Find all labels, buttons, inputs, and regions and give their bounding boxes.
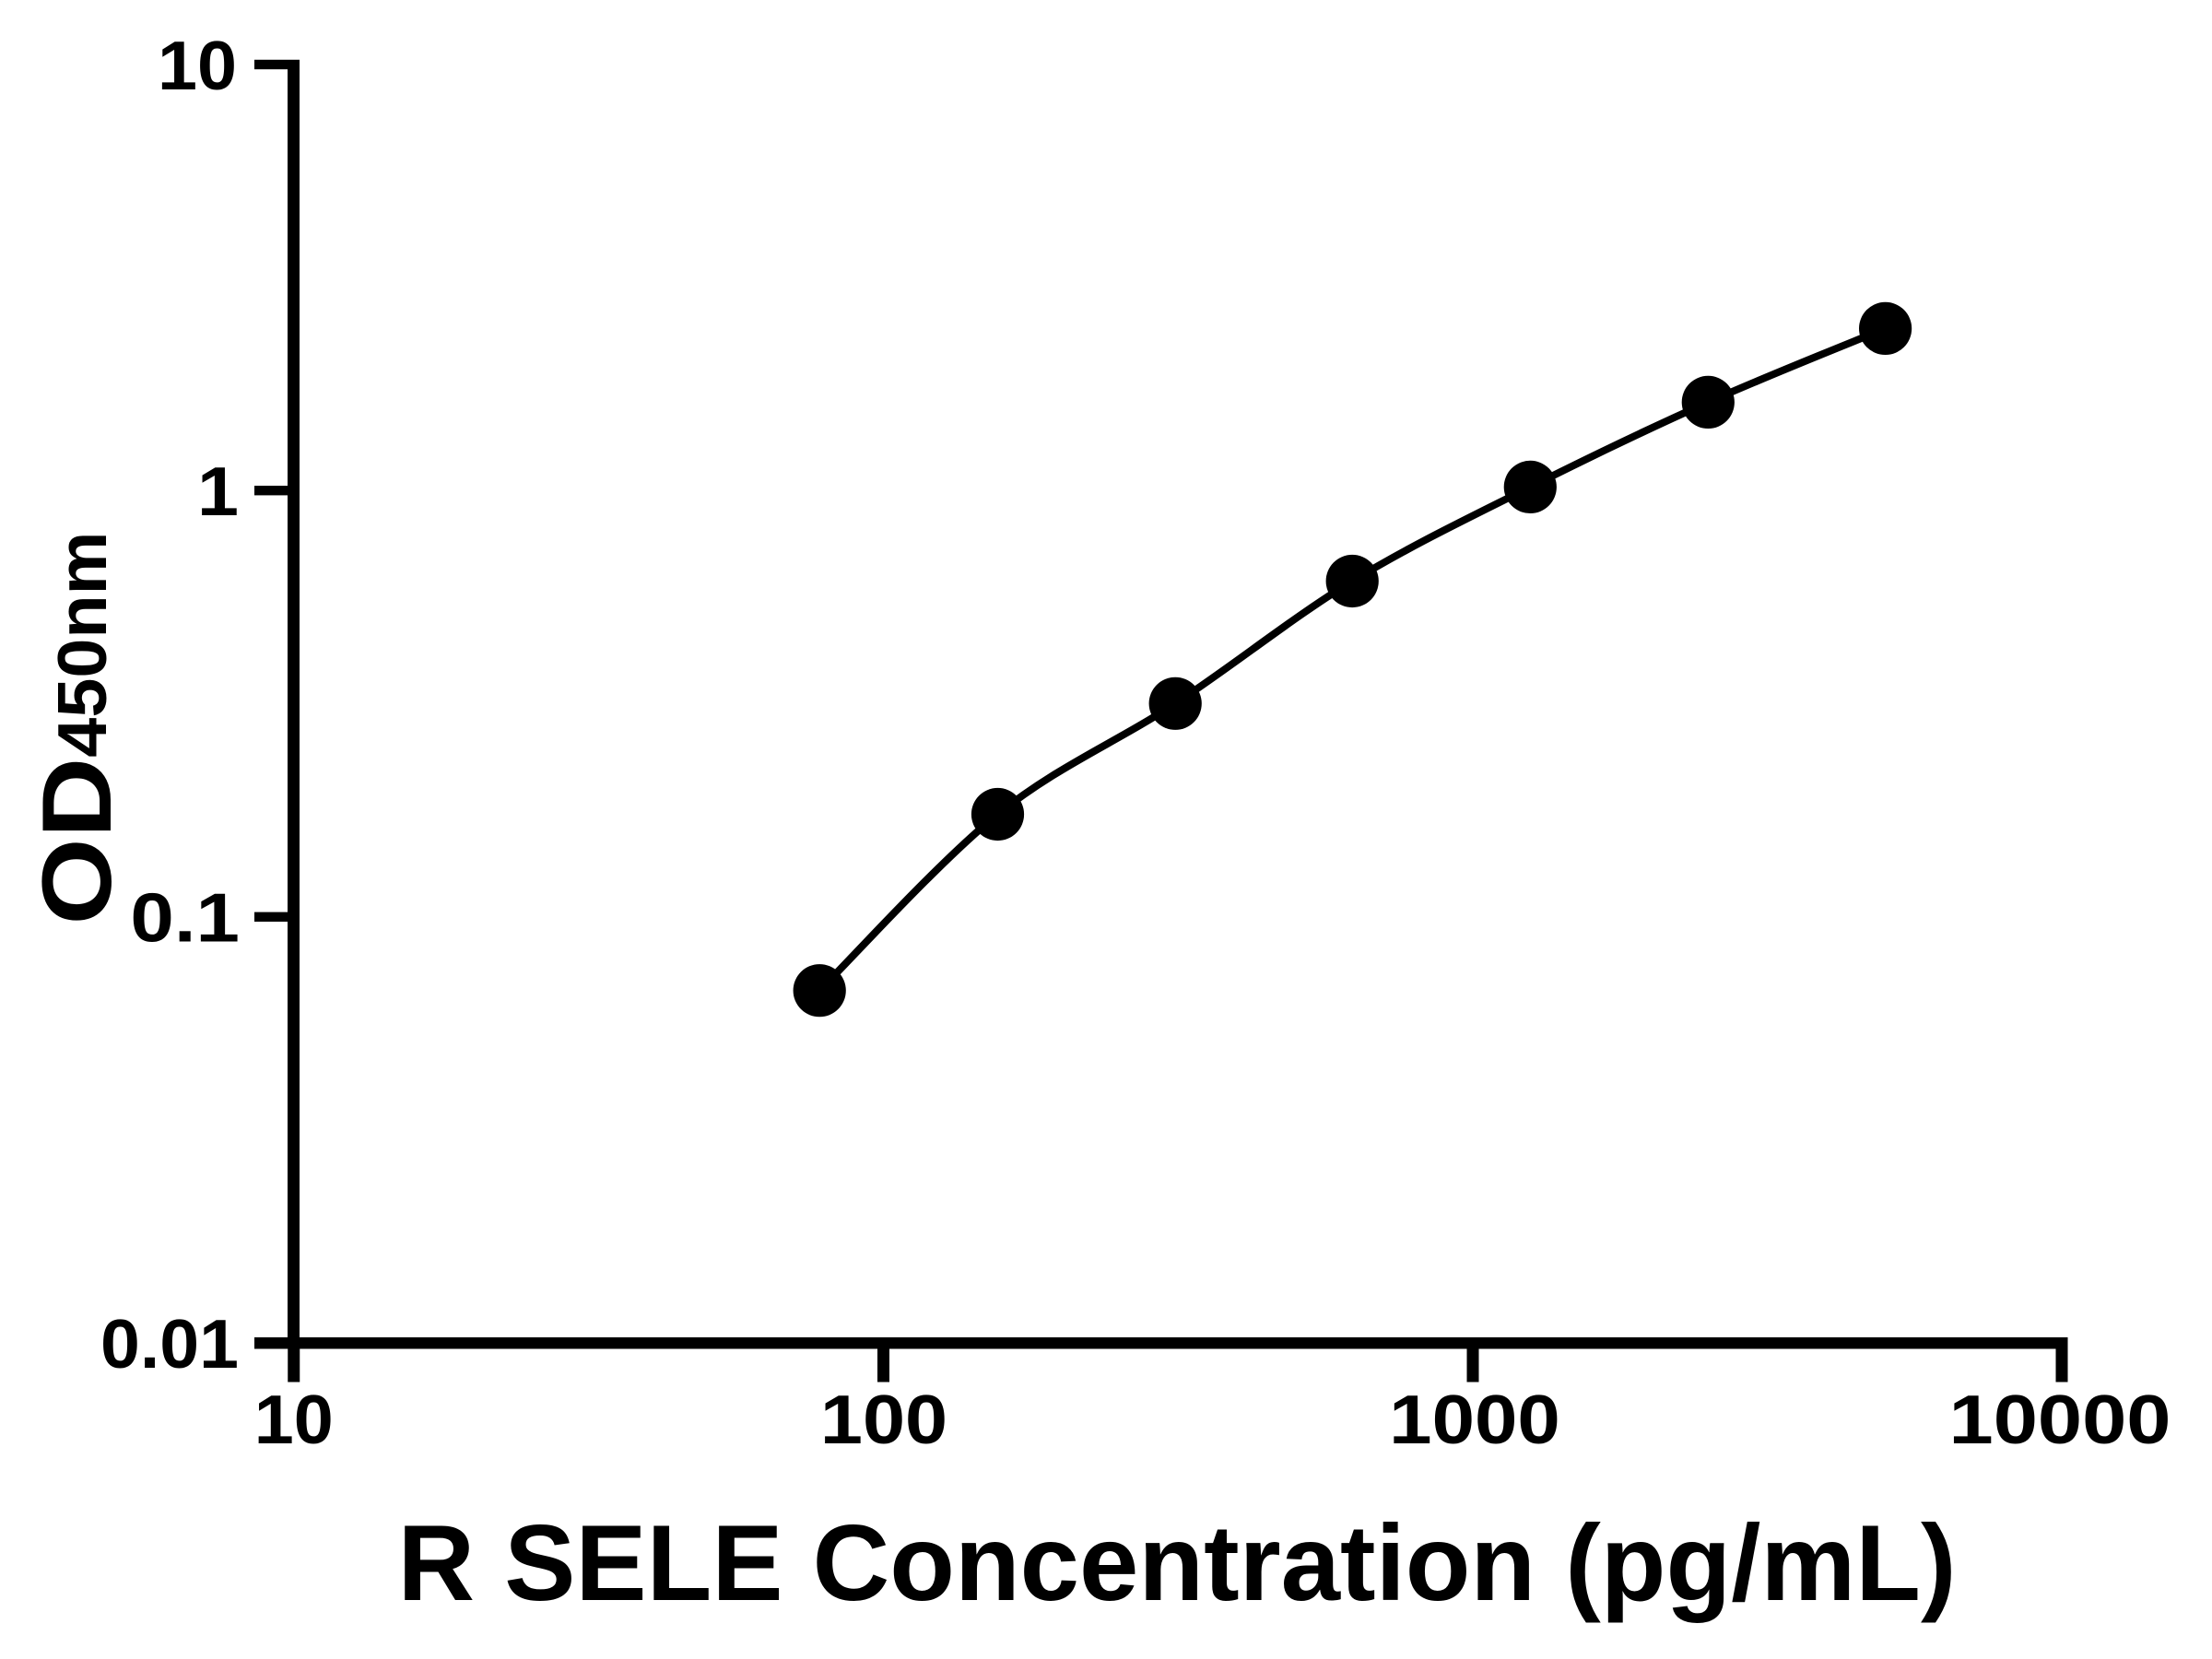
svg-text:10: 10 [158,27,237,104]
svg-text:100: 100 [820,1381,947,1458]
svg-text:0.01: 0.01 [100,1305,239,1382]
svg-text:1000: 1000 [1389,1381,1560,1458]
svg-text:R SELE Concentration (pg/mL): R SELE Concentration (pg/mL) [398,1502,1957,1623]
svg-text:10: 10 [254,1381,334,1458]
svg-text:0.1: 0.1 [130,879,240,957]
svg-text:OD: OD [21,758,132,925]
svg-text:450nm: 450nm [43,532,121,758]
svg-text:10000: 10000 [1949,1381,2171,1458]
svg-text:1: 1 [197,453,239,530]
